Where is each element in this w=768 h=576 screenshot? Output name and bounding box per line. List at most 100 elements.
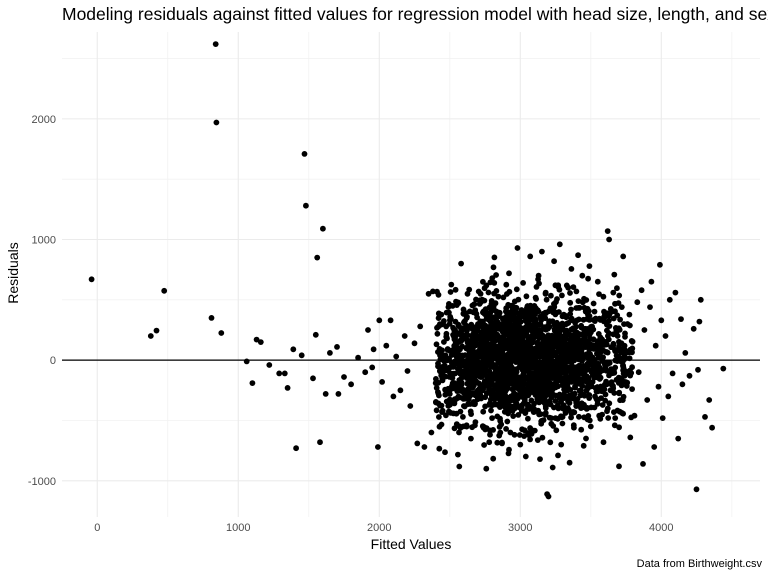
data-point [212,41,219,47]
data-point [208,315,215,321]
data-point [596,291,602,297]
data-point [551,404,557,411]
data-point [486,386,492,393]
data-point [580,316,587,323]
data-point [503,308,509,315]
data-point [566,331,573,338]
data-point [479,371,486,378]
data-point [482,306,489,312]
data-point [558,364,565,370]
data-point [551,304,558,310]
data-point [576,413,582,420]
data-point [498,363,505,369]
data-point [443,412,449,419]
data-point [370,346,377,353]
data-point [573,305,580,311]
data-point [659,415,666,421]
data-point [335,391,342,397]
data-point [439,407,446,414]
data-point [600,347,607,354]
data-point [577,387,584,394]
data-point [317,439,323,446]
data-point [437,368,443,375]
data-point [628,338,635,344]
data-point [540,310,547,317]
data-point [548,292,554,299]
data-point [428,429,435,436]
data-point [584,416,591,423]
data-point [411,340,418,347]
data-point [510,413,517,419]
data-point [616,424,622,431]
data-point [616,408,623,415]
data-point [450,324,456,331]
data-point [600,439,607,446]
data-point [482,366,489,372]
data-point [528,308,534,315]
data-point [472,339,479,345]
data-point [539,361,546,368]
data-point [502,392,508,399]
data-point [579,299,586,306]
data-point [493,364,500,371]
data-point [465,386,472,392]
data-point [257,339,264,345]
data-point [584,386,590,392]
data-point [483,465,490,472]
data-point [532,381,539,388]
data-point [457,394,463,401]
data-point [487,400,493,407]
data-point [493,393,500,400]
data-point [621,356,628,363]
data-point [482,311,488,318]
data-point [697,296,704,303]
data-point [147,333,154,339]
data-point [624,321,631,327]
data-point [610,344,616,350]
data-point [503,426,509,432]
data-point [266,362,273,368]
data-point [510,404,517,410]
data-point [545,493,552,500]
data-point [551,258,557,265]
data-point [535,407,541,414]
data-point [522,368,529,374]
data-point [393,353,400,360]
data-point [432,380,439,386]
data-point [459,373,466,379]
data-point [276,370,283,377]
data-point [634,299,641,306]
data-point [566,459,573,466]
data-point [622,379,629,385]
data-point [468,411,474,417]
data-point [527,317,533,323]
data-point [575,356,582,363]
data-point [554,319,560,326]
data-point [592,393,598,400]
data-point [553,353,560,360]
data-point [586,395,593,401]
data-point [566,400,573,406]
data-point [600,293,607,300]
data-point [473,378,480,385]
data-point [553,427,560,434]
data-point [443,309,450,316]
data-point [527,436,533,443]
data-point [702,414,708,420]
data-point [362,369,369,376]
data-point [390,393,397,400]
data-point [435,315,442,321]
data-point [560,311,567,318]
data-point [627,434,634,441]
data-point [469,302,476,309]
data-point [506,270,512,277]
data-point [616,463,622,470]
data-point [450,410,457,417]
data-point [477,381,483,388]
data-point [491,254,498,261]
data-point [568,410,575,417]
data-point [655,383,662,390]
data-point [397,387,404,394]
data-point [500,294,507,301]
data-point [566,376,573,383]
